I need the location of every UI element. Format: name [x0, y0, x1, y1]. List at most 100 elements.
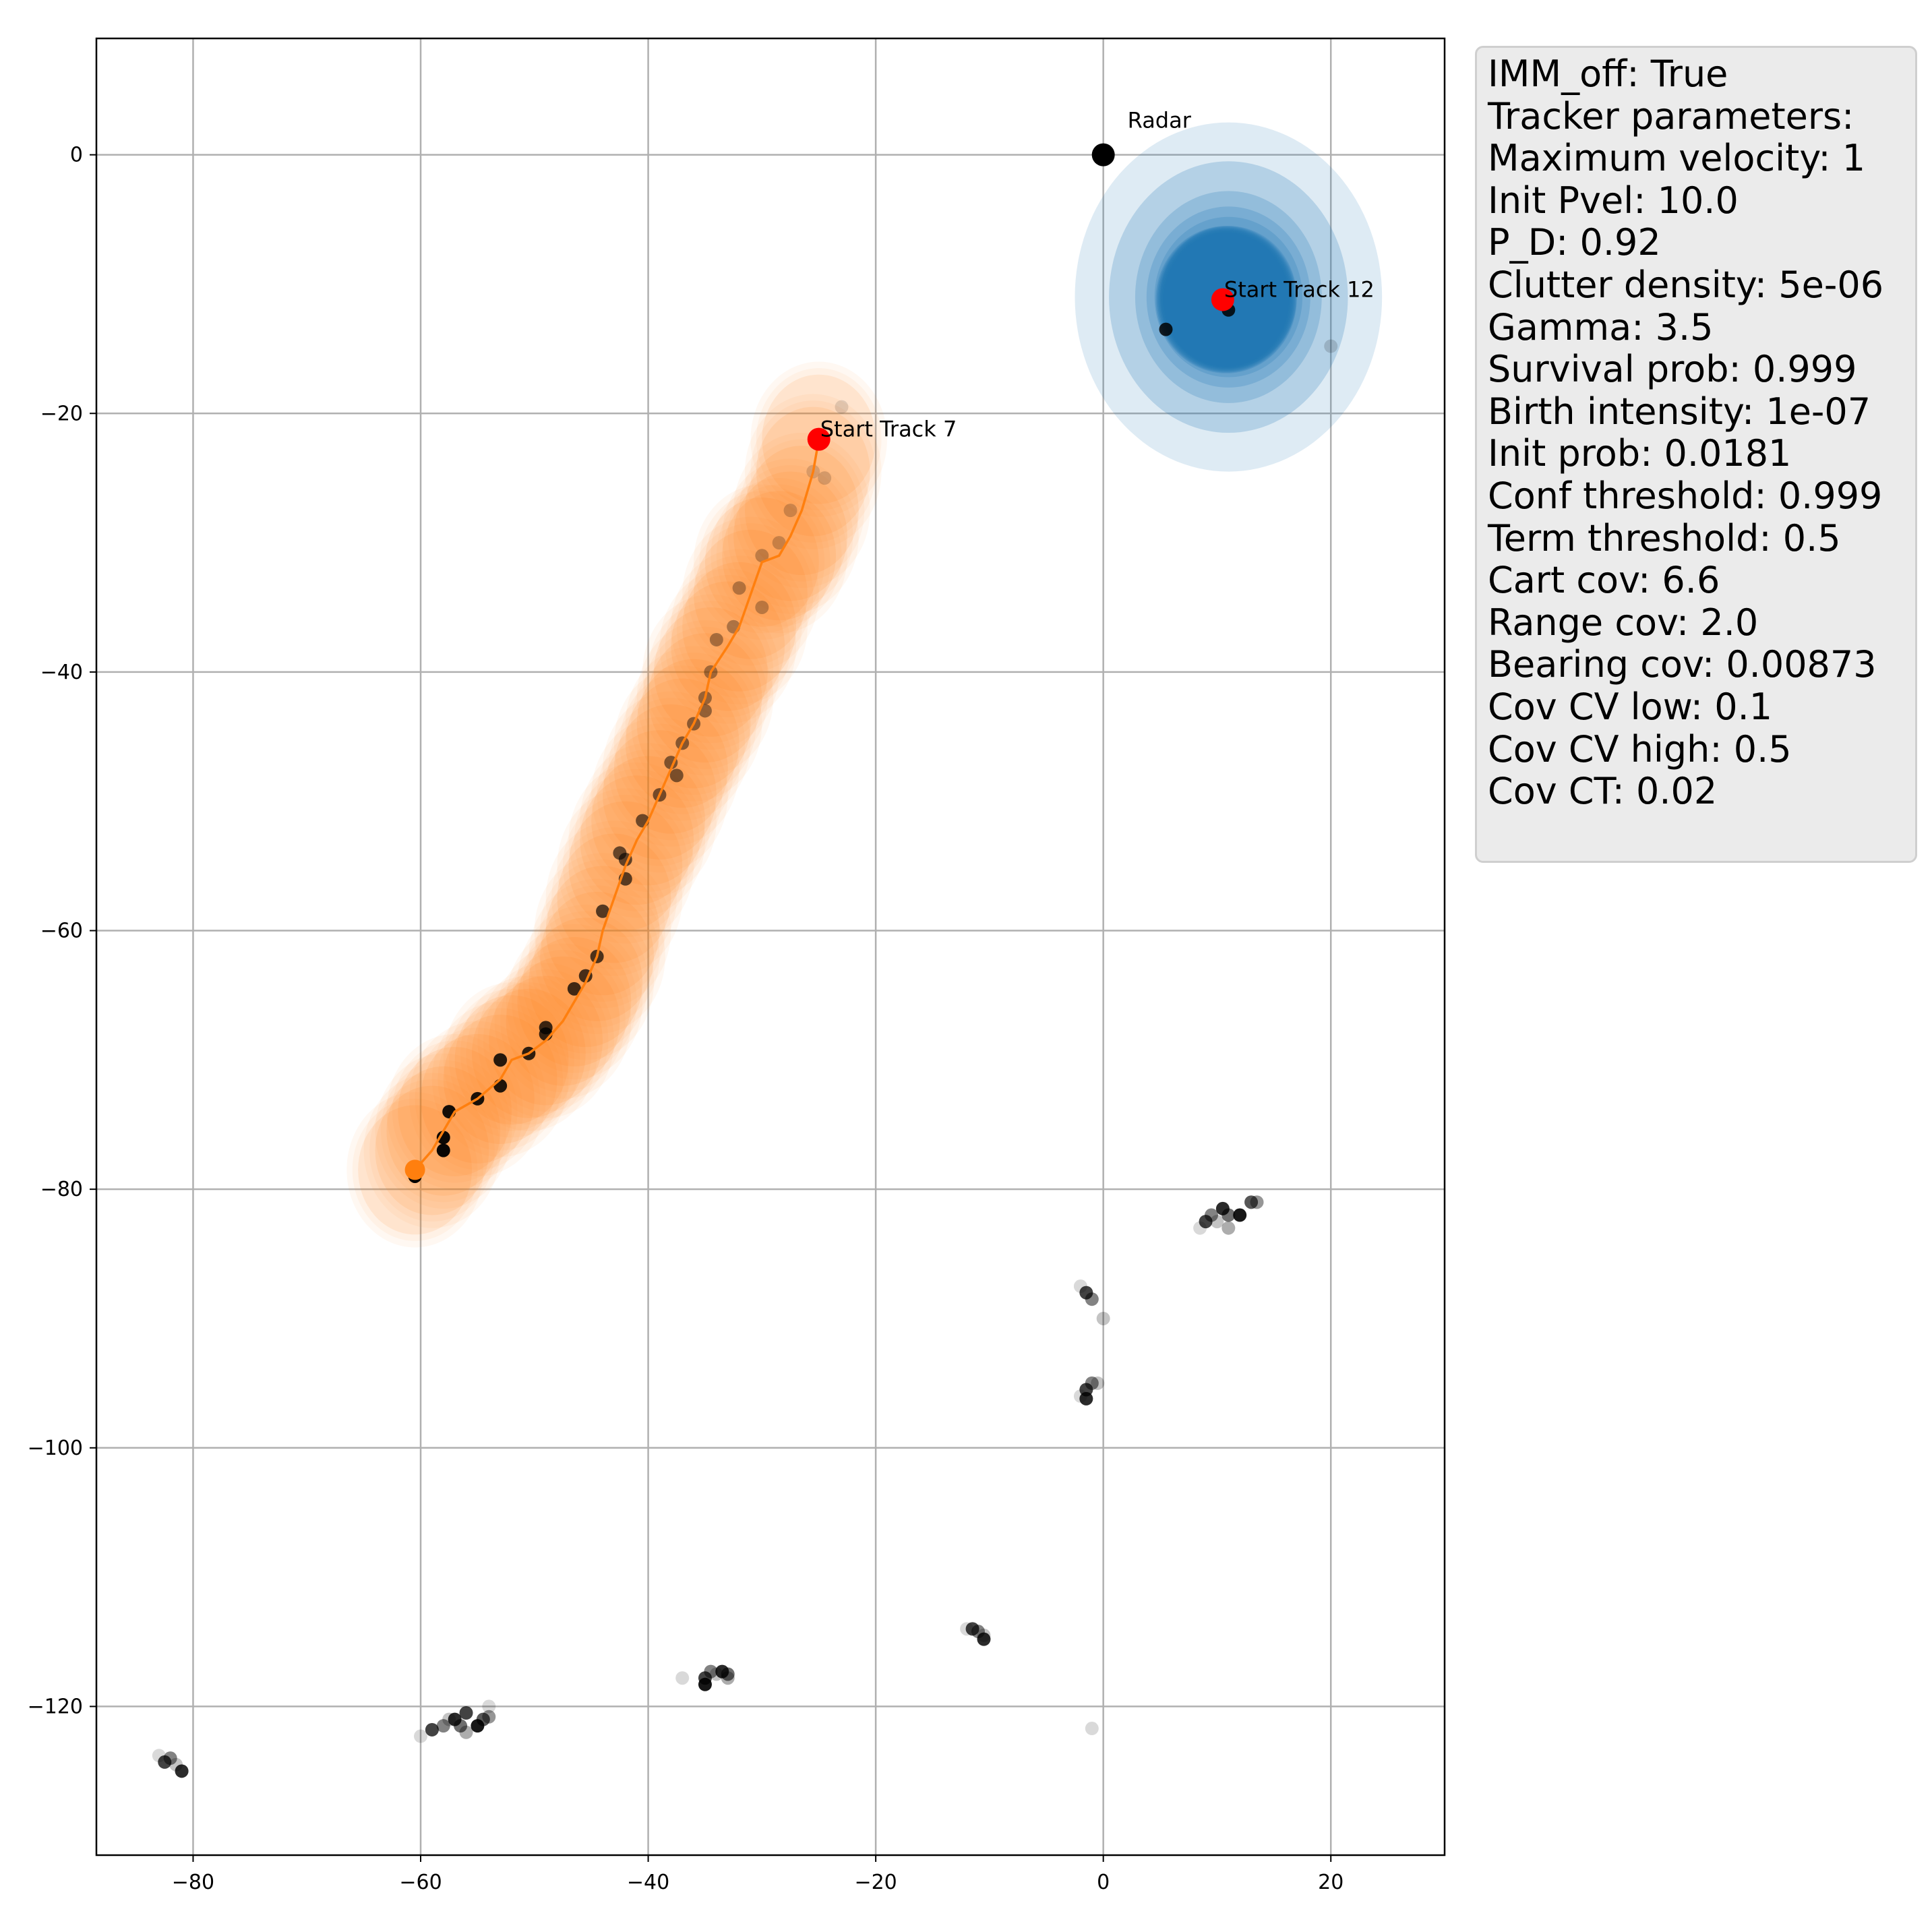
info-line-survival-prob: Survival prob: 0.999 — [1488, 348, 1857, 391]
track-7-trajectory-line — [414, 439, 820, 1171]
track-7-start-marker — [807, 427, 831, 451]
clutter-point — [476, 1712, 490, 1726]
y-tick-label: −20 — [40, 402, 83, 425]
track-7-measurement — [567, 982, 581, 996]
clutter-measurements — [152, 1195, 1264, 1778]
y-tick-label: −60 — [40, 919, 83, 943]
track-7-measurement — [709, 632, 723, 646]
info-line-tracker-parameters: Tracker parameters: — [1488, 94, 1854, 138]
tracker-parameters-box: IMM_off: True Tracker parameters: Maximu… — [1475, 46, 1917, 863]
radar-marker — [1091, 143, 1115, 167]
track-markers — [404, 143, 1234, 1180]
radar-label: Radar — [1128, 108, 1192, 133]
clutter-point — [158, 1755, 172, 1769]
clutter-point — [1221, 1208, 1236, 1222]
clutter-point — [1244, 1195, 1259, 1209]
clutter-point — [1233, 1208, 1247, 1222]
info-line-init-pvel: Init Pvel: 10.0 — [1488, 179, 1739, 222]
track-7-measurement — [755, 549, 769, 563]
y-tick-label: 0 — [70, 144, 83, 167]
track-7-end-marker — [404, 1159, 425, 1180]
clutter-point — [163, 1751, 177, 1765]
y-tick-label: −80 — [40, 1178, 83, 1201]
clutter-point — [175, 1764, 189, 1778]
clutter-point — [1096, 1311, 1110, 1325]
start-track-12-label: Start Track 12 — [1224, 276, 1375, 302]
clutter-point — [1091, 1376, 1105, 1390]
track-7-measurement — [772, 536, 786, 550]
y-tick-label: −100 — [28, 1437, 83, 1460]
x-tick-label: −60 — [399, 1871, 442, 1894]
clutter-point — [1085, 1376, 1099, 1390]
x-tick-label: 20 — [1318, 1871, 1344, 1894]
clutter-point — [1079, 1391, 1093, 1406]
info-line-cov-cv-high: Cov CV high: 0.5 — [1488, 727, 1792, 771]
start-track-7-label: Start Track 7 — [820, 417, 957, 442]
clutter-point — [436, 1719, 450, 1733]
info-line-clutter-density: Clutter density: 5e-06 — [1488, 263, 1884, 306]
clutter-point — [1085, 1722, 1099, 1736]
track-7-measurement — [596, 904, 610, 918]
track-7-measurement — [669, 768, 684, 783]
clutter-point — [965, 1622, 979, 1636]
clutter-point — [977, 1632, 991, 1646]
track-12-start-marker — [1211, 288, 1234, 311]
clutter-point — [1210, 1215, 1224, 1229]
info-line-bearing-cov: Bearing cov: 0.00873 — [1488, 643, 1877, 686]
track-12-measurement — [1159, 322, 1173, 336]
track-7-measurement — [755, 600, 769, 614]
track-trajectories — [414, 439, 820, 1171]
info-line-init-prob: Init prob: 0.0181 — [1488, 432, 1792, 475]
info-line-cart-cov: Cart cov: 6.6 — [1488, 559, 1720, 602]
x-tick-label: −40 — [627, 1871, 669, 1894]
clutter-point — [721, 1671, 735, 1685]
x-tick-label: −80 — [172, 1871, 214, 1894]
clutter-point — [482, 1699, 496, 1714]
info-line-cov-cv-low: Cov CV low: 0.1 — [1488, 685, 1773, 728]
x-tick-label: −20 — [854, 1871, 897, 1894]
track-7-measurement — [783, 504, 797, 518]
x-tick-label: 0 — [1097, 1871, 1110, 1894]
annotations: Radar Start Track 7 Start Track 12 — [820, 108, 1375, 442]
clutter-point — [1250, 1195, 1264, 1209]
clutter-point — [1199, 1215, 1213, 1229]
track-7-measurement — [493, 1079, 508, 1093]
info-line-p-d: P_D: 0.92 — [1488, 221, 1661, 264]
info-line-maximum-velocity: Maximum velocity: 1 — [1488, 137, 1866, 180]
clutter-point — [704, 1664, 718, 1679]
clutter-point — [1221, 1221, 1236, 1235]
clutter-point — [459, 1706, 473, 1720]
clutter-point — [459, 1725, 473, 1739]
clutter-point — [414, 1729, 428, 1743]
clutter-point — [721, 1667, 735, 1681]
track-12-measurement — [1324, 339, 1338, 353]
info-line-range-cov: Range cov: 2.0 — [1488, 601, 1759, 644]
axis-ticks: −80 −60 −40 −20 0 20 0 −20 −40 −60 −80 −100 −120 — [28, 144, 1344, 1894]
clutter-point — [482, 1710, 496, 1724]
info-line-gamma: Gamma: 3.5 — [1488, 305, 1714, 349]
track-measurements — [408, 303, 1338, 1183]
info-line-term-threshold: Term threshold: 0.5 — [1488, 516, 1841, 560]
y-tick-label: −40 — [40, 661, 83, 684]
track-7-measurement — [493, 1053, 508, 1067]
y-tick-label: −120 — [28, 1695, 83, 1718]
clutter-point — [1205, 1208, 1219, 1222]
info-line-imm-off: IMM_off: True — [1488, 53, 1728, 95]
track-7-measurement — [436, 1143, 450, 1157]
clutter-point — [698, 1677, 712, 1691]
track-7-measurement — [732, 581, 746, 595]
axes-frame — [95, 37, 1446, 1856]
clutter-point — [675, 1671, 690, 1685]
clutter-point — [1079, 1286, 1093, 1300]
track-7-measurement — [436, 1130, 450, 1145]
clutter-point — [1085, 1292, 1099, 1306]
info-line-cov-ct: Cov CT: 0.02 — [1488, 770, 1718, 813]
info-line-conf-threshold: Conf threshold: 0.999 — [1488, 474, 1883, 517]
track-7-measurement — [818, 471, 832, 485]
grid-lines — [96, 38, 1445, 1855]
info-line-birth-intensity: Birth intensity: 1e-07 — [1488, 390, 1871, 433]
clutter-point — [454, 1719, 468, 1733]
clutter-point — [425, 1722, 439, 1737]
track-7-measurement — [835, 400, 849, 414]
